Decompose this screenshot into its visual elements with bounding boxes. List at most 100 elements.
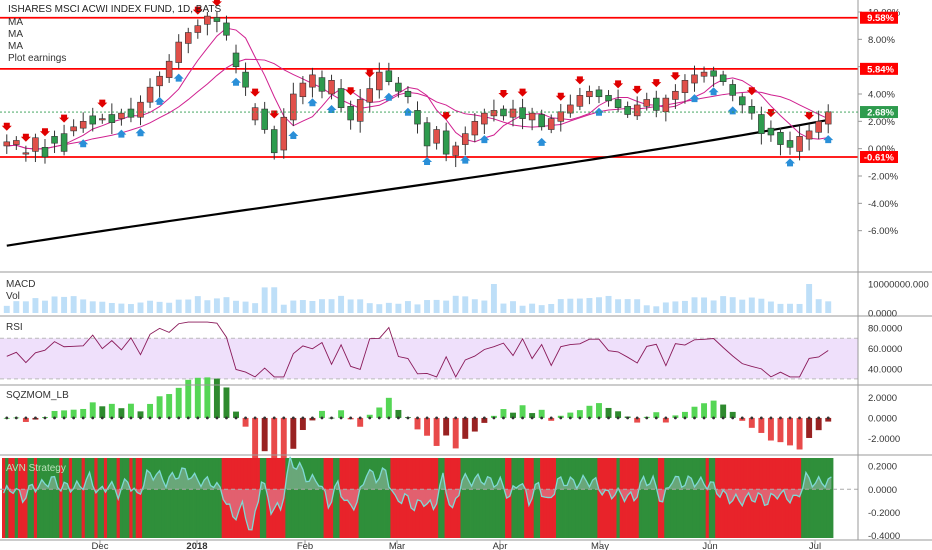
volume-tick-label: 0.0000 bbox=[868, 309, 897, 320]
volume-bar bbox=[213, 298, 220, 313]
sqz-bar bbox=[51, 410, 58, 418]
strategy-bg-segment bbox=[635, 458, 640, 538]
strategy-bg-segment bbox=[629, 458, 633, 538]
rsi-pane[interactable]: RSI bbox=[0, 321, 858, 380]
strategy-bg-segment bbox=[65, 458, 70, 538]
strategy-bg-segment bbox=[30, 458, 35, 538]
strategy-bg-segment bbox=[285, 458, 289, 538]
candle-body bbox=[586, 90, 593, 98]
candle-body bbox=[146, 86, 154, 103]
strategy-bg-segment bbox=[218, 458, 223, 538]
sqz-bar bbox=[681, 411, 688, 418]
strategy-bg-segment bbox=[384, 458, 388, 538]
strategy-bg-segment bbox=[403, 458, 407, 538]
sqz-bar bbox=[252, 417, 259, 460]
sqz-bar bbox=[596, 403, 602, 418]
sqz-bar bbox=[366, 414, 373, 418]
arrow-up-icon bbox=[78, 139, 89, 148]
arrow-down-icon bbox=[555, 92, 566, 101]
strategy-bg-segment bbox=[84, 458, 89, 538]
sqz-bar bbox=[213, 378, 220, 418]
sqz-bar bbox=[89, 402, 96, 418]
strategy-pane[interactable]: AVN Strategy bbox=[0, 456, 858, 538]
strategy-bg-segment bbox=[778, 458, 783, 538]
strategy-bg-segment bbox=[756, 458, 761, 538]
strategy-tick-label: 0.0000 bbox=[868, 485, 897, 496]
sqz-bar bbox=[271, 417, 278, 463]
volume-bar bbox=[767, 301, 774, 313]
last-price-label: 2.68% bbox=[867, 108, 894, 119]
strategy-bg-segment bbox=[33, 458, 38, 538]
volume-bar bbox=[357, 299, 364, 313]
candle-body bbox=[165, 60, 173, 78]
strategy-bg-segment bbox=[323, 458, 328, 538]
candle-body bbox=[700, 71, 708, 77]
strategy-bg-segment bbox=[68, 458, 73, 538]
strategy-bg-segment bbox=[59, 458, 63, 538]
strategy-bg-segment bbox=[103, 458, 108, 538]
sqz-dot bbox=[482, 416, 486, 420]
strategy-bg-segment bbox=[489, 458, 493, 538]
strategy-bg-segment bbox=[428, 458, 433, 538]
sqz-dot bbox=[368, 416, 372, 420]
strategy-bg-segment bbox=[520, 458, 525, 538]
sqz-dot bbox=[43, 416, 47, 420]
candle-body bbox=[184, 32, 192, 44]
strategy-bg-segment bbox=[122, 458, 127, 538]
strategy-bg-segment bbox=[215, 458, 219, 538]
sqz-bar bbox=[80, 408, 87, 418]
strategy-bg-segment bbox=[731, 458, 735, 538]
arrow-down-icon bbox=[250, 88, 261, 97]
y-tick-label: 0.00% bbox=[868, 144, 895, 155]
strategy-bg-segment bbox=[797, 458, 802, 538]
sqz-bar bbox=[175, 387, 182, 418]
sqz-bar bbox=[519, 405, 526, 418]
strategy-bg-segment bbox=[597, 458, 601, 538]
strategy-bg-segment bbox=[654, 458, 659, 538]
candle-body bbox=[337, 88, 345, 108]
volume-bar bbox=[42, 300, 48, 313]
strategy-bg-segment bbox=[791, 458, 796, 538]
strategy-bg-segment bbox=[336, 458, 340, 538]
sqz-bar bbox=[70, 409, 77, 418]
sqzmom-pane[interactable]: SQZMOM_LB bbox=[3, 377, 832, 473]
candle-body bbox=[614, 99, 622, 108]
candle-body bbox=[643, 99, 651, 107]
sqz-bar bbox=[156, 396, 163, 418]
volume-bar bbox=[376, 304, 383, 313]
sqz-dot bbox=[568, 416, 572, 420]
strategy-bg-segment bbox=[119, 458, 124, 538]
strategy-bg-segment bbox=[49, 458, 54, 538]
strategy-bg-segment bbox=[762, 458, 767, 538]
ma-mid-line bbox=[6, 58, 829, 150]
strategy-bg-segment bbox=[294, 458, 299, 538]
time-axis[interactable]: Dec 2018 Feb Mar Apr May Jun Jul bbox=[92, 540, 822, 550]
strategy-bg-segment bbox=[259, 458, 264, 538]
candle-body bbox=[633, 104, 641, 117]
sqz-dot bbox=[817, 416, 821, 420]
sqz-dot bbox=[53, 416, 56, 420]
strategy-bg-segment bbox=[571, 458, 576, 538]
strategy-bg-segment bbox=[78, 458, 82, 538]
arrow-down-icon bbox=[498, 90, 509, 98]
strategy-bg-segment bbox=[269, 458, 274, 538]
strategy-bg-segment bbox=[686, 458, 691, 538]
y-tick-label: 2.00% bbox=[868, 117, 895, 128]
strategy-bg-segment bbox=[600, 458, 605, 538]
candle-body bbox=[815, 121, 822, 133]
volume-bar bbox=[653, 306, 660, 313]
strategy-bg-segment bbox=[536, 458, 541, 538]
arrow-up-icon bbox=[326, 105, 337, 114]
strategy-bg-segment bbox=[393, 458, 398, 538]
sqz-dot bbox=[91, 416, 95, 420]
sqz-dot bbox=[282, 416, 286, 420]
rsi-line bbox=[6, 321, 829, 378]
strategy-bg-segment bbox=[75, 458, 79, 538]
volume-pane[interactable]: MACD Vol bbox=[3, 279, 832, 313]
strategy-bg-segment bbox=[492, 458, 496, 538]
candle-body bbox=[89, 115, 97, 125]
volume-bar bbox=[166, 302, 173, 313]
sqz-dot bbox=[712, 416, 716, 420]
price-pane[interactable]: ISHARES MSCI ACWI INDEX FUND, 1D, BATS M… bbox=[0, 0, 858, 272]
